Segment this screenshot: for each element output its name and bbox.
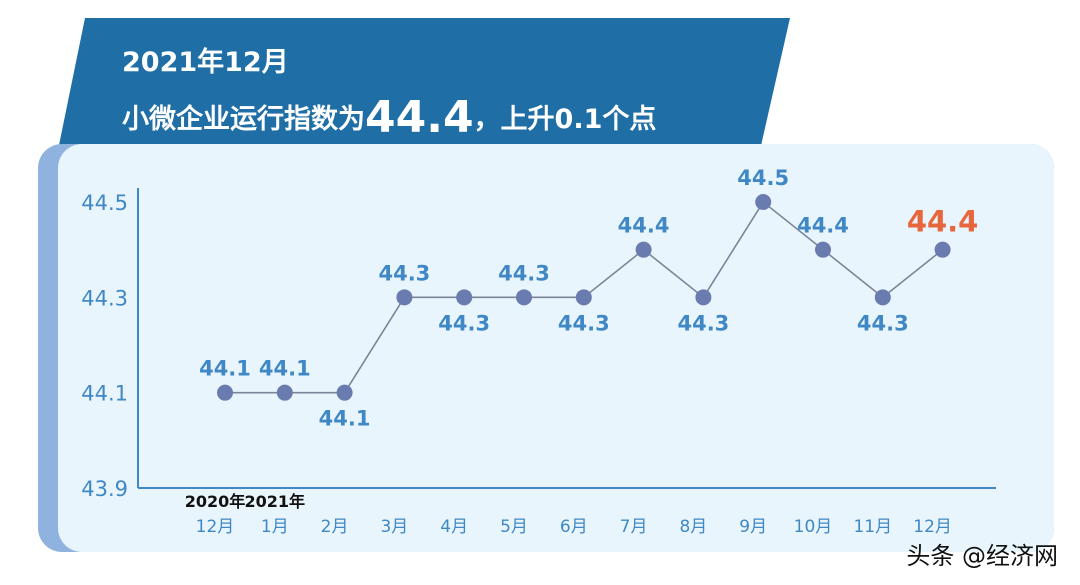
watermark: 头条 @经济网 <box>906 536 1058 571</box>
title-suffix: ，上升0.1个点 <box>473 104 657 135</box>
year-label: 2020年 <box>185 492 246 511</box>
data-label: 44.1 <box>319 407 371 431</box>
data-label: 44.3 <box>438 311 490 335</box>
y-tick-label: 44.1 <box>81 382 128 406</box>
data-label: 44.4 <box>907 205 979 239</box>
title-banner <box>58 18 790 150</box>
data-label: 44.4 <box>797 214 849 238</box>
y-tick-label: 44.5 <box>81 191 128 215</box>
data-point <box>396 289 413 306</box>
title-prefix: 小微企业运行指数为 <box>122 104 365 135</box>
data-point <box>276 384 293 401</box>
data-label: 44.3 <box>378 261 430 285</box>
x-tick-label: 4月 <box>440 517 468 537</box>
title-headline: 小微企业运行指数为44.4，上升0.1个点 <box>122 88 657 143</box>
data-point <box>456 289 473 306</box>
data-point <box>934 241 951 258</box>
x-tick-label: 8月 <box>679 517 707 537</box>
data-label: 44.1 <box>199 357 251 381</box>
title-date: 2021年12月 <box>122 47 289 78</box>
data-point <box>336 384 353 401</box>
x-tick-label: 6月 <box>560 517 588 537</box>
data-label: 44.5 <box>737 166 789 190</box>
data-point <box>217 384 233 401</box>
data-label: 44.1 <box>259 357 311 381</box>
data-point <box>815 241 831 258</box>
x-tick-label: 1月 <box>261 517 289 537</box>
data-point <box>695 289 712 306</box>
x-tick-label: 2月 <box>321 517 349 537</box>
data-label: 44.4 <box>618 214 670 238</box>
data-label: 44.3 <box>498 261 550 285</box>
chart-panel <box>58 144 1054 552</box>
x-tick-label: 12月 <box>913 517 952 537</box>
watermark-text: 头条 @经济网 <box>906 542 1058 570</box>
data-label: 44.3 <box>857 311 909 335</box>
data-point <box>874 289 891 306</box>
x-tick-label: 11月 <box>853 517 892 537</box>
y-tick-label: 43.9 <box>81 477 128 501</box>
x-tick-label: 7月 <box>620 517 648 537</box>
title-value: 44.4 <box>365 92 474 143</box>
y-tick-label: 44.3 <box>81 286 128 310</box>
data-label: 44.3 <box>677 311 729 335</box>
x-tick-label: 9月 <box>739 517 767 537</box>
x-tick-label: 5月 <box>500 517 528 537</box>
title-banner-shape <box>58 18 790 150</box>
data-point <box>575 289 592 306</box>
year-label: 2021年 <box>245 492 306 511</box>
x-tick-label: 3月 <box>380 517 408 537</box>
data-label: 44.3 <box>558 311 610 335</box>
data-point <box>755 194 772 210</box>
data-point <box>516 289 532 306</box>
data-point <box>635 241 652 258</box>
x-tick-label: 12月 <box>196 517 235 537</box>
x-tick-label: 10月 <box>794 517 833 537</box>
